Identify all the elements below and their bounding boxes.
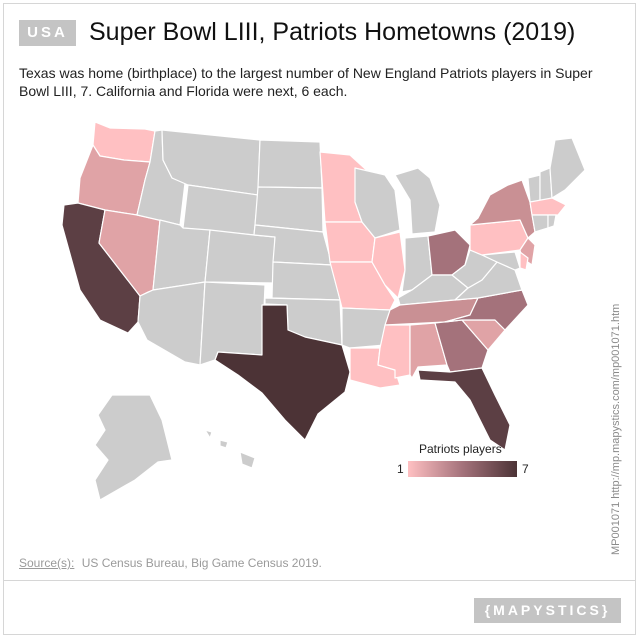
legend-max-label: 7	[522, 462, 529, 476]
state-michigan	[394, 167, 441, 235]
mapystics-logo[interactable]: {MAPYSTICS}	[474, 598, 621, 623]
state-colorado	[204, 229, 276, 284]
state-maine	[549, 137, 586, 199]
state-alaska	[94, 394, 173, 501]
country-badge: USA	[19, 20, 76, 46]
state-north-carolina	[444, 289, 529, 331]
state-arizona	[137, 281, 206, 366]
map-reference-url[interactable]: MP001071 http://mp.mapystics.com/mp00107…	[610, 303, 622, 555]
legend-gradient-bar	[408, 461, 517, 477]
state-wisconsin	[354, 167, 401, 239]
map-title: Super Bowl LIII, Patriots Hometowns (201…	[89, 18, 576, 46]
state-maryland	[481, 251, 521, 271]
state-kansas	[271, 261, 341, 301]
state-utah	[152, 219, 211, 291]
source-text: US Census Bureau, Big Game Census 2019.	[81, 556, 322, 570]
state-delaware	[519, 251, 529, 271]
state-north-dakota	[257, 139, 323, 189]
map-subtitle: Texas was home (birthplace) to the large…	[19, 65, 593, 99]
state-arkansas	[341, 307, 391, 349]
footer-divider	[4, 580, 635, 581]
source-line: Source(s): US Census Bureau, Big Game Ce…	[19, 556, 322, 570]
state-florida	[417, 367, 511, 451]
source-label[interactable]: Source(s):	[19, 556, 75, 570]
legend-min-label: 1	[397, 462, 404, 476]
state-vermont	[527, 174, 541, 203]
state-rhode-island	[547, 214, 557, 229]
state-connecticut	[531, 214, 549, 233]
state-hawaii	[204, 429, 256, 469]
state-south-dakota	[254, 186, 324, 233]
state-massachusetts	[529, 197, 567, 216]
state-texas	[214, 304, 351, 441]
legend-title: Patriots players	[419, 442, 502, 456]
state-pennsylvania	[469, 219, 529, 256]
